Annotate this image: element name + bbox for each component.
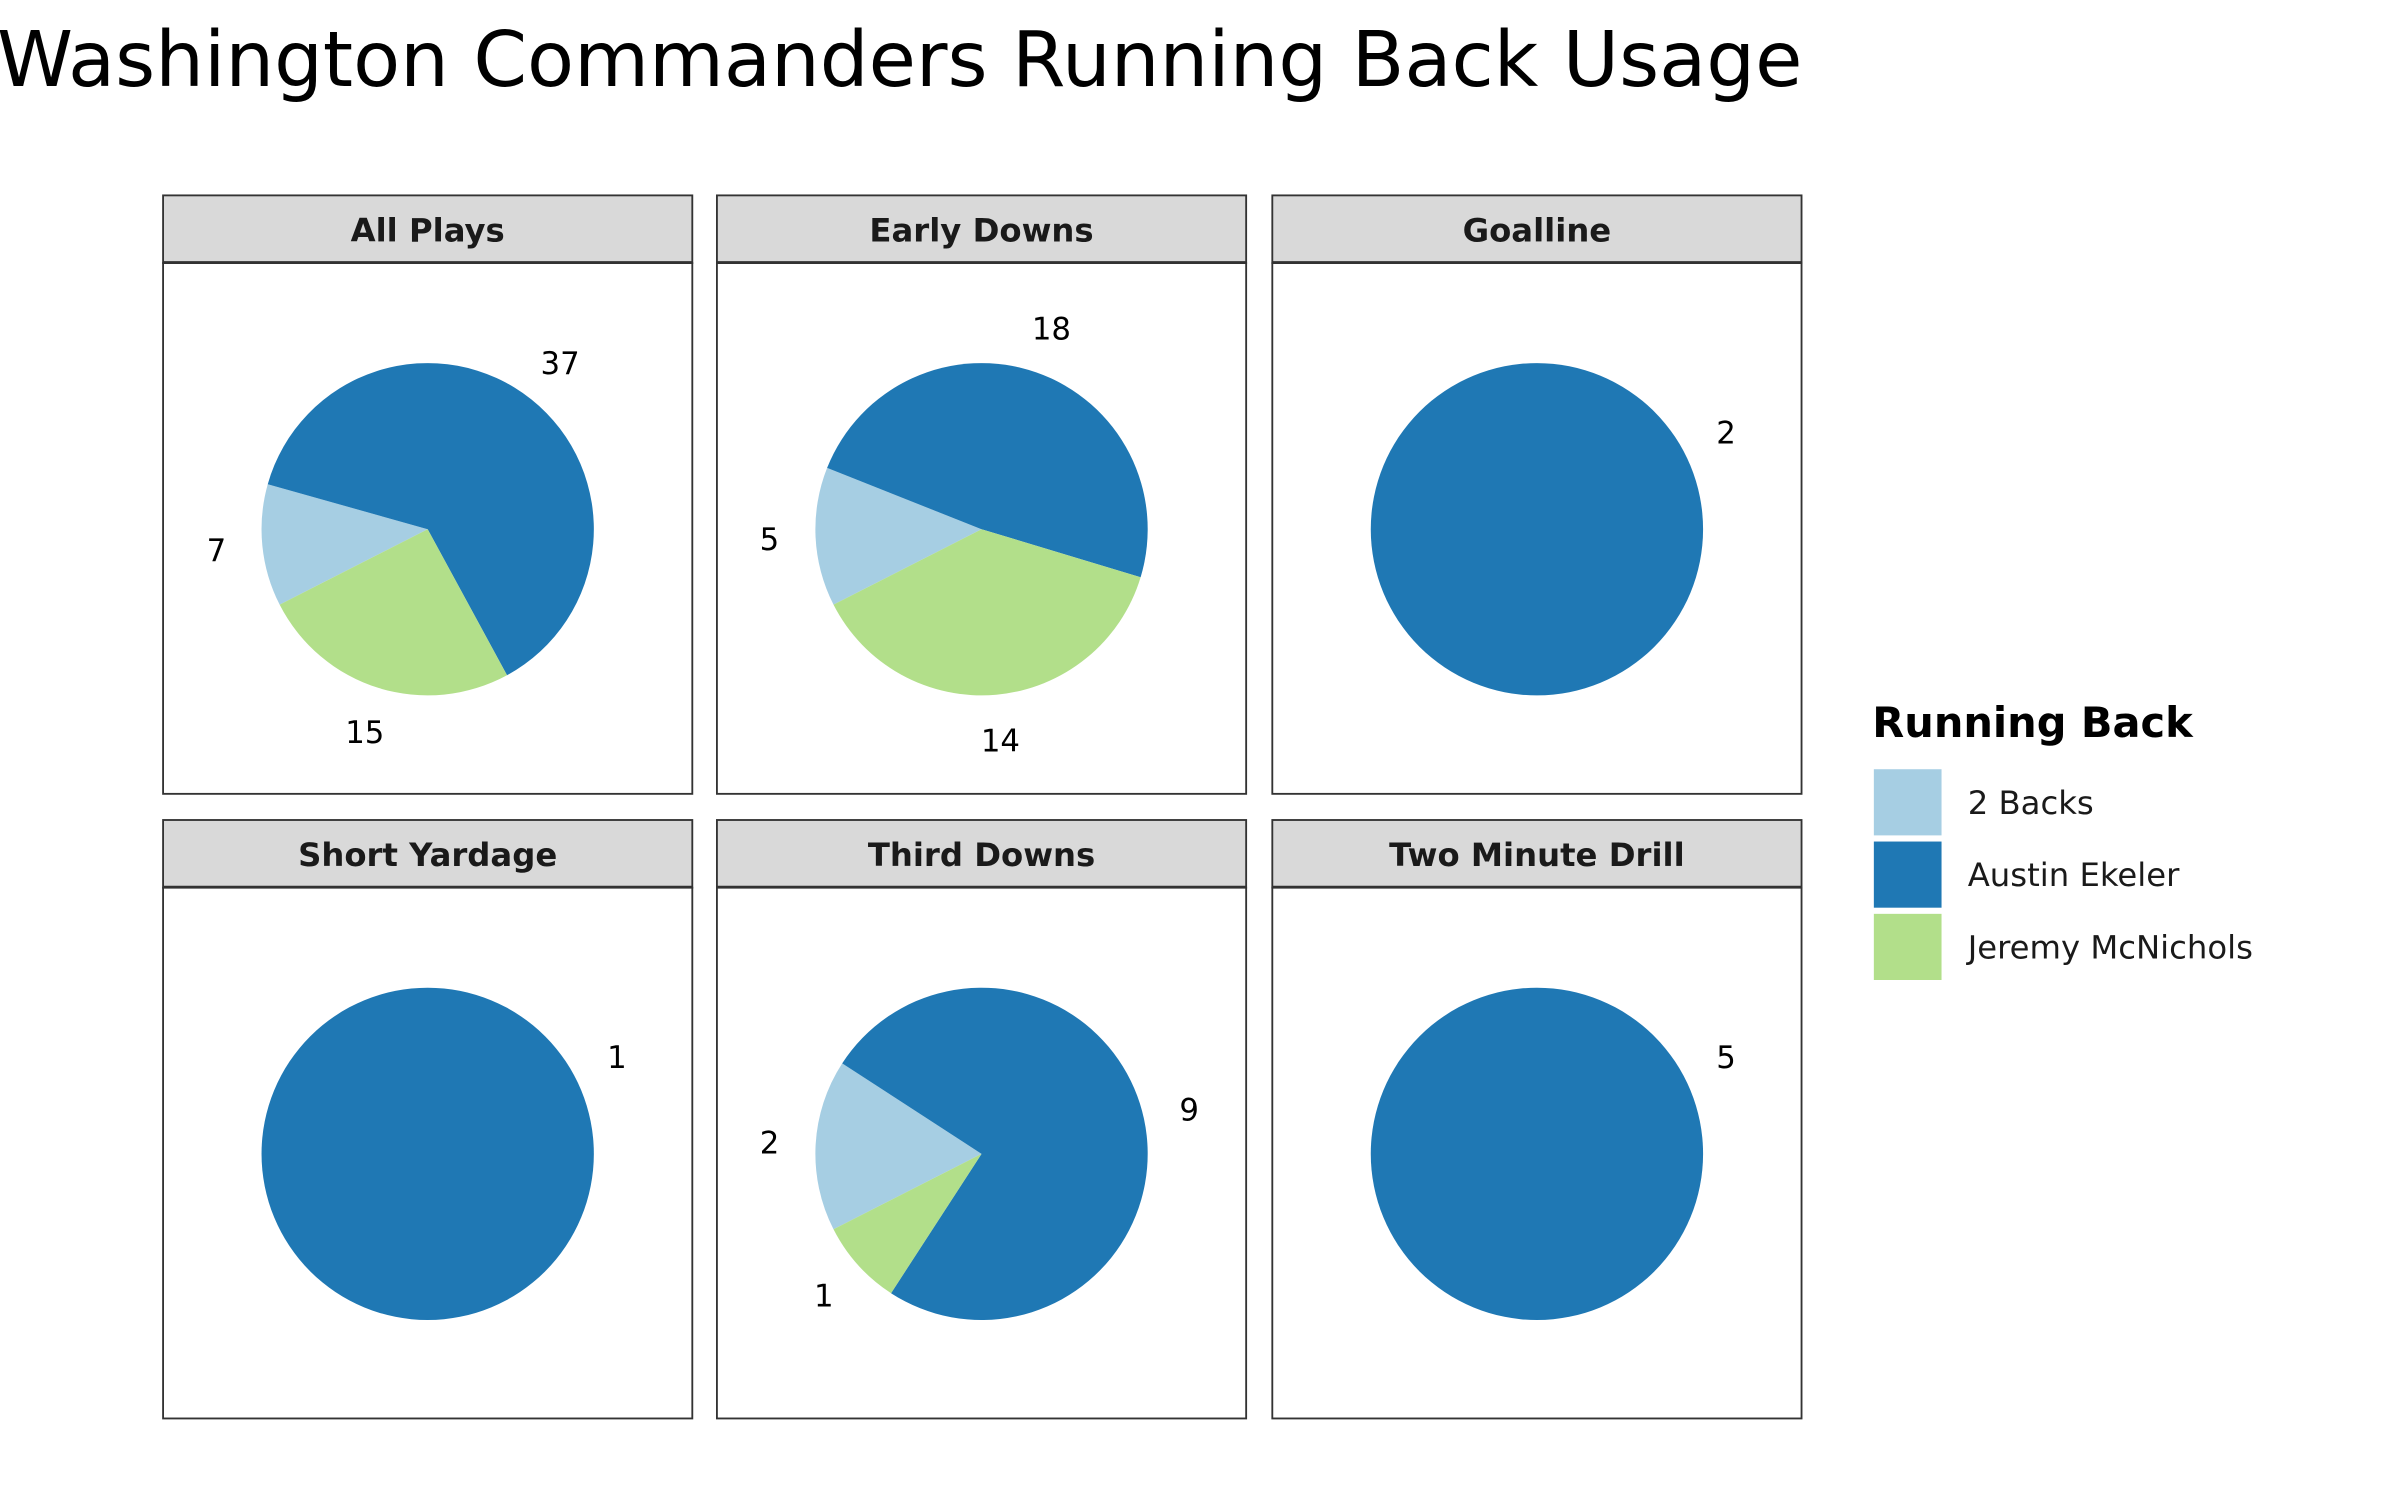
pie-slice-austin-ekeler: [827, 363, 1148, 578]
slice-label-2-backs: 5: [760, 522, 780, 558]
slice-label-austin-ekeler: 18: [1032, 312, 1071, 348]
slice-label-austin-ekeler: 1: [607, 1040, 627, 1076]
legend-title: Running Back: [1872, 698, 2194, 747]
slice-label-austin-ekeler: 37: [541, 346, 580, 382]
legend-swatch-jeremy-mcnichols: [1873, 913, 1942, 980]
panel-title: Short Yardage: [298, 836, 557, 874]
slice-label-jeremy-mcnichols: 14: [981, 723, 1020, 759]
panel-short-yardage: Short Yardage 1: [162, 819, 694, 1420]
slice-label-austin-ekeler: 2: [1716, 416, 1736, 452]
legend-label-austin-ekeler: Austin Ekeler: [1968, 856, 2180, 894]
legend-swatch-2-backs: [1873, 769, 1942, 836]
legend-label-2-backs: 2 Backs: [1968, 784, 2094, 822]
panel-all-plays: All Plays 7 37 15: [162, 194, 694, 795]
pie-slice-2-backs: [261, 484, 428, 605]
legend-swatch-austin-ekeler: [1873, 841, 1942, 908]
panel-third-downs: Third Downs 2 9 1: [716, 819, 1248, 1420]
pie-slice-2-backs: [815, 1063, 982, 1230]
slice-label-jeremy-mcnichols: 15: [345, 715, 384, 751]
panel-two-minute-drill: Two Minute Drill 5: [1271, 819, 1803, 1420]
panel-strip: [1271, 819, 1803, 889]
pie-slice-jeremy-mcnichols: [833, 1153, 982, 1294]
slice-label-austin-ekeler: 5: [1716, 1040, 1736, 1076]
legend: Running Back 2 Backs Austin Ekeler Jerem…: [1872, 698, 2253, 980]
pie-slice-austin-ekeler: [1370, 363, 1704, 696]
panel-strip: [162, 194, 694, 264]
slice-label-2-backs: 2: [760, 1126, 780, 1162]
panel-title: Early Downs: [869, 212, 1093, 250]
slice-label-austin-ekeler: 9: [1179, 1092, 1199, 1128]
pie-slice-austin-ekeler: [1370, 987, 1704, 1320]
panel-title: Third Downs: [868, 836, 1095, 874]
panel-title: All Plays: [351, 212, 505, 250]
slice-label-jeremy-mcnichols: 1: [814, 1279, 834, 1315]
chart-title: Washington Commanders Running Back Usage: [0, 16, 1802, 105]
slice-label-2-backs: 7: [207, 533, 227, 569]
panel-goalline: Goalline 2: [1271, 194, 1803, 795]
panel-title: Two Minute Drill: [1389, 836, 1684, 874]
pie-slice-jeremy-mcnichols: [279, 529, 508, 696]
panel-title: Goalline: [1463, 212, 1612, 250]
legend-label-jeremy-mcnichols: Jeremy McNichols: [1966, 928, 2253, 966]
pie-slice-austin-ekeler: [842, 987, 1148, 1321]
panel-strip: [1271, 194, 1803, 264]
pie-slice-austin-ekeler: [267, 363, 594, 676]
pie-slice-austin-ekeler: [261, 987, 594, 1320]
panel-early-downs: Early Downs 5 18 14: [716, 194, 1248, 795]
pie-slice-jeremy-mcnichols: [833, 529, 1141, 696]
pie-slice-2-backs: [815, 467, 982, 605]
